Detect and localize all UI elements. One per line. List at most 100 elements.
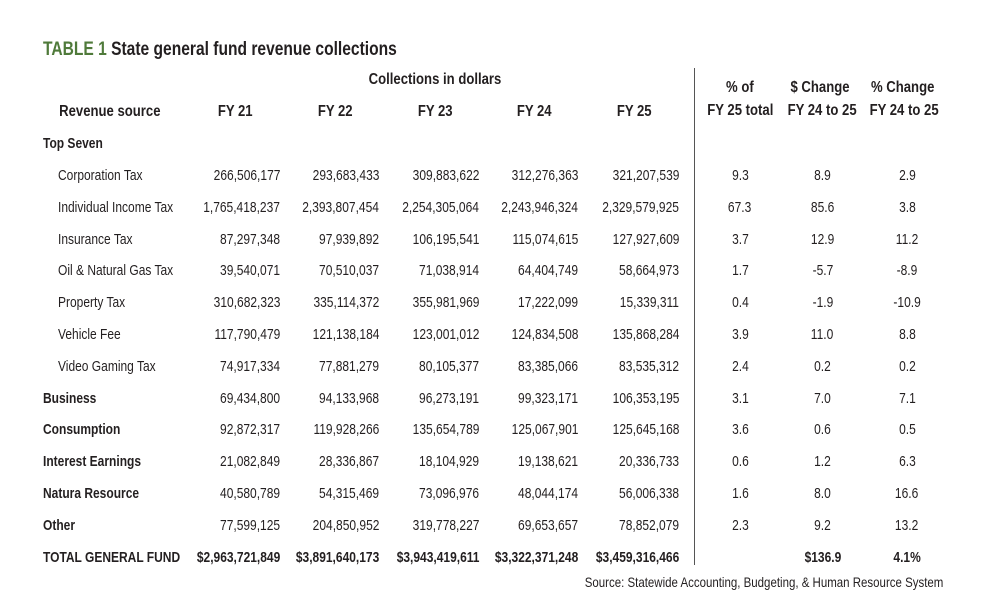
total-fy22: $3,891,640,173 [295,548,380,566]
header-pct-change: % Change FY 24 to 25 [869,79,939,119]
cell-fy24: 124,834,508 [511,326,578,343]
cell-fy22: 204,850,952 [312,516,379,534]
total-fy24: $3,322,371,248 [494,548,579,566]
cell-fy23: 106,195,541 [412,230,479,248]
cell-fy22: 70,510,037 [318,262,379,280]
cell-chg: 8.9 [814,167,831,184]
cell-fy24: 99,323,171 [517,389,578,407]
cell-fy24: 83,385,066 [517,357,578,375]
table-row: Oil & Natural Gas Tax 39,540,071 70,510,03… [0,256,984,286]
cell-fy24: 64,404,749 [517,262,578,280]
cell-fy23: 2,254,305,064 [402,198,479,216]
cell-chg: 1.2 [814,453,831,471]
cell-fy22: 335,114,372 [313,294,379,312]
cell-fy23: 73,096,976 [418,485,479,502]
section-label: Top Seven [43,135,103,152]
table-row: Insurance Tax 87,297,348 97,939,892 106,195… [0,225,984,255]
table-title-text: State general fund revenue collections [111,39,397,60]
cell-chg: 85.6 [810,198,835,216]
cell-pct: 2.4 [731,357,749,375]
row-label: Property Tax [58,294,126,312]
column-divider [694,68,695,565]
cell-fy24: 69,653,657 [517,516,578,534]
total-pct [700,543,780,573]
cell-chg: 8.0 [814,485,831,502]
row-label: Vehicle Fee [58,326,121,343]
cell-fy21: 69,434,800 [219,389,280,407]
cell-fy25: 58,664,973 [618,262,679,280]
row-label: Video Gaming Tax [58,357,156,375]
cell-fy21: 21,082,849 [219,453,280,471]
total-fy25: $3,459,316,466 [595,548,680,566]
cell-fy24: 2,243,946,324 [501,198,578,216]
cell-pct: 3.9 [731,326,749,343]
total-chg: $136.9 [804,548,841,566]
header-fy21: FY 21 [217,103,253,120]
cell-pct: 2.3 [731,516,749,534]
cell-chg: 12.9 [810,230,835,248]
table-row: Interest Earnings 21,082,849 28,336,867 18,… [0,447,984,477]
row-label: Other [43,516,76,534]
cell-fy23: 80,105,377 [418,357,479,375]
row-label: Consumption [43,421,121,439]
cell-pchg: 11.2 [895,230,919,248]
row-label: Natura Resource [43,485,140,502]
cell-chg: 0.2 [814,357,831,375]
cell-pct: 9.3 [731,167,749,184]
cell-chg: 0.6 [814,421,831,439]
cell-fy23: 319,778,227 [412,516,479,534]
cell-fy23: 18,104,929 [418,453,479,471]
cell-pchg: 16.6 [895,485,919,502]
cell-fy21: 87,297,348 [219,230,280,248]
cell-fy21: 1,765,418,237 [203,198,280,216]
cell-fy23: 96,273,191 [418,389,479,407]
cell-fy21: 310,682,323 [213,294,280,312]
cell-fy23: 135,654,789 [412,421,479,439]
total-label: TOTAL GENERAL FUND [43,548,181,566]
table-row: Other 77,599,125 204,850,952 319,778,227 69,… [0,511,984,541]
cell-fy21: 40,580,789 [219,485,280,502]
row-label: Insurance Tax [58,230,133,248]
total-row: TOTAL GENERAL FUND $2,963,721,849 $3,891,6… [0,543,984,573]
cell-pchg: -8.9 [896,262,918,280]
cell-chg: 9.2 [814,516,831,534]
row-label: Interest Earnings [43,453,142,471]
cell-fy24: 125,067,901 [511,421,578,439]
row-label: Corporation Tax [58,167,143,184]
header-fy24: FY 24 [516,103,552,120]
cell-chg: 11.0 [811,326,834,343]
cell-pct: 1.6 [731,485,749,502]
cell-fy22: 119,928,266 [313,421,379,439]
cell-fy24: 19,138,621 [517,453,578,471]
header-dollar-change: $ Change FY 24 to 25 [787,79,857,119]
cell-fy21: 74,917,334 [219,357,280,375]
cell-pct: 3.6 [731,421,749,439]
cell-fy23: 71,038,914 [418,262,479,280]
cell-fy21: 117,790,479 [214,326,280,343]
table-row: Corporation Tax 266,506,177 293,683,433 309… [0,161,984,191]
cell-fy21: 92,872,317 [219,421,280,439]
cell-fy23: 309,883,622 [412,167,479,184]
table-number: TABLE 1 [43,39,107,60]
cell-pchg: 7.1 [898,389,916,407]
total-fy23: $3,943,419,611 [396,548,479,566]
source-note: Source: Statewide Accounting, Budgeting,… [584,574,943,590]
table-row: Property Tax 310,682,323 335,114,372 355,98… [0,288,984,318]
header-fy23: FY 23 [417,103,453,120]
cell-fy23: 123,001,012 [412,326,479,343]
table-row: Natura Resource 40,580,789 54,315,469 73,09… [0,479,984,509]
cell-fy25: 135,868,284 [612,326,679,343]
cell-fy23: 355,981,969 [412,294,479,312]
cell-pchg: 0.5 [898,421,916,439]
cell-fy22: 28,336,867 [318,453,379,471]
header-pct-total: % of FY 25 total [707,79,774,119]
total-pchg: 4.1% [893,548,921,566]
cell-fy25: 20,336,733 [618,453,679,471]
cell-fy25: 56,006,338 [618,485,679,502]
cell-fy22: 97,939,892 [318,230,379,248]
cell-fy25: 321,207,539 [612,167,679,184]
row-label: Oil & Natural Gas Tax [58,262,174,280]
cell-pct: 1.7 [731,262,749,280]
table-row: Consumption 92,872,317 119,928,266 135,654,… [0,415,984,445]
cell-fy22: 121,138,184 [312,326,379,343]
